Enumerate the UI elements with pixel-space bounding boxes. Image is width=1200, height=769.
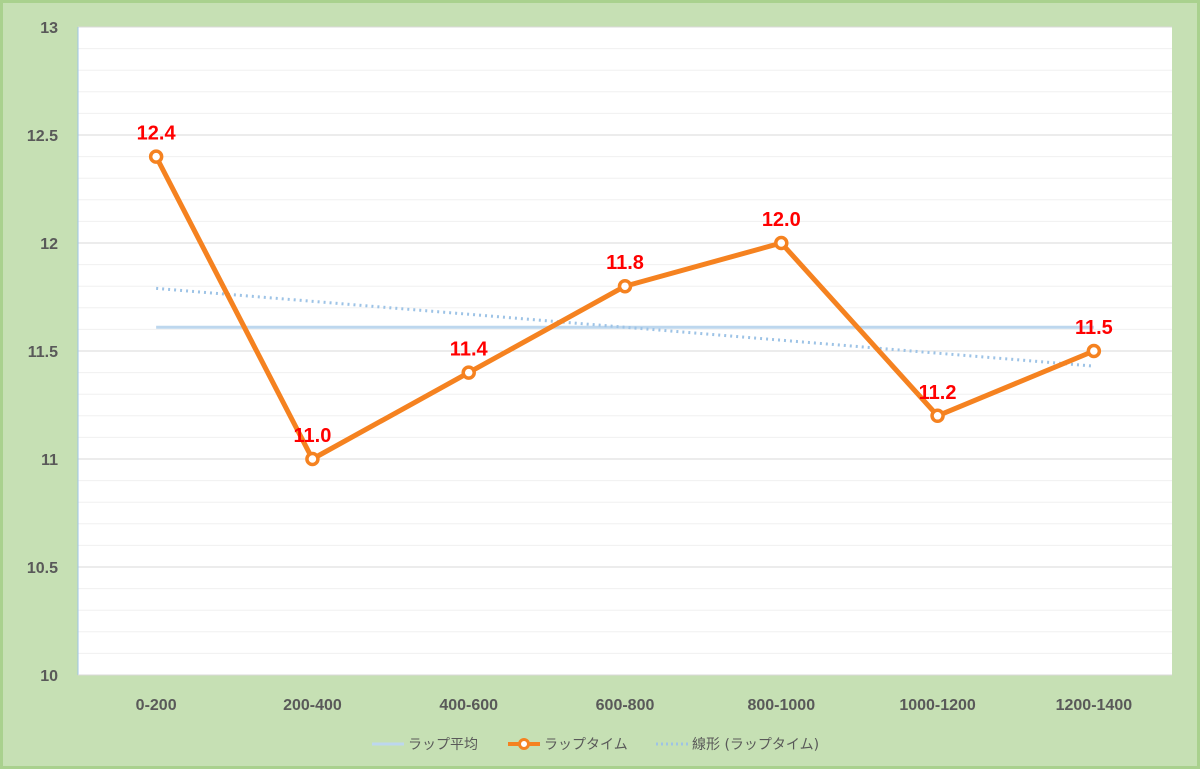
x-tick-label: 200-400 xyxy=(283,697,342,714)
y-axis-ticks: 10 10.5 11 11.5 12 12.5 13 xyxy=(27,20,58,685)
gridlines xyxy=(77,26,1172,676)
data-point-laptime xyxy=(930,408,945,424)
legend-marker-laptime xyxy=(518,738,530,750)
y-tick-label: 10 xyxy=(40,668,58,685)
legend: ラップ平均 ラップタイム 線形 (ラップタイム) xyxy=(372,737,819,753)
y-tick-label: 11 xyxy=(41,452,58,469)
data-label: 11.8 xyxy=(606,252,644,274)
data-label: 12.4 xyxy=(137,123,177,145)
data-label: 12.0 xyxy=(762,209,801,231)
legend-label-trendline: 線形 (ラップタイム) xyxy=(692,737,819,753)
y-tick-label: 12.5 xyxy=(27,128,58,145)
data-point-laptime xyxy=(774,235,789,251)
x-tick-label: 800-1000 xyxy=(747,697,815,714)
data-label: 11.4 xyxy=(450,339,489,361)
legend-label-laptime: ラップタイム xyxy=(544,737,628,753)
data-point-laptime xyxy=(1086,343,1102,359)
data-point-laptime xyxy=(461,365,476,380)
data-label: 11.0 xyxy=(294,425,332,447)
y-tick-label: 11.5 xyxy=(28,344,58,361)
data-point-laptime xyxy=(305,451,320,467)
x-tick-label: 1000-1200 xyxy=(899,697,976,714)
legend-label-average: ラップ平均 xyxy=(408,737,478,753)
y-tick-label: 12 xyxy=(40,236,58,253)
x-tick-label: 0-200 xyxy=(136,697,177,714)
series-group xyxy=(148,149,1102,467)
data-labels: 12.4 11.0 11.4 11.8 12.0 11.2 11.5 xyxy=(137,123,1113,447)
series-line-trendline xyxy=(156,286,1094,368)
data-label: 11.2 xyxy=(919,382,957,404)
data-label: 11.5 xyxy=(1075,317,1113,339)
x-axis-ticks: 0-200 200-400 400-600 600-800 800-1000 1000-1… xyxy=(136,697,1133,714)
x-tick-label: 600-800 xyxy=(596,697,655,714)
y-tick-label: 13 xyxy=(40,20,58,37)
y-tick-label: 10.5 xyxy=(27,560,58,577)
x-tick-label: 400-600 xyxy=(439,697,498,714)
x-tick-label: 1200-1400 xyxy=(1056,697,1133,714)
data-point-laptime xyxy=(617,278,633,294)
data-point-laptime xyxy=(148,149,164,164)
